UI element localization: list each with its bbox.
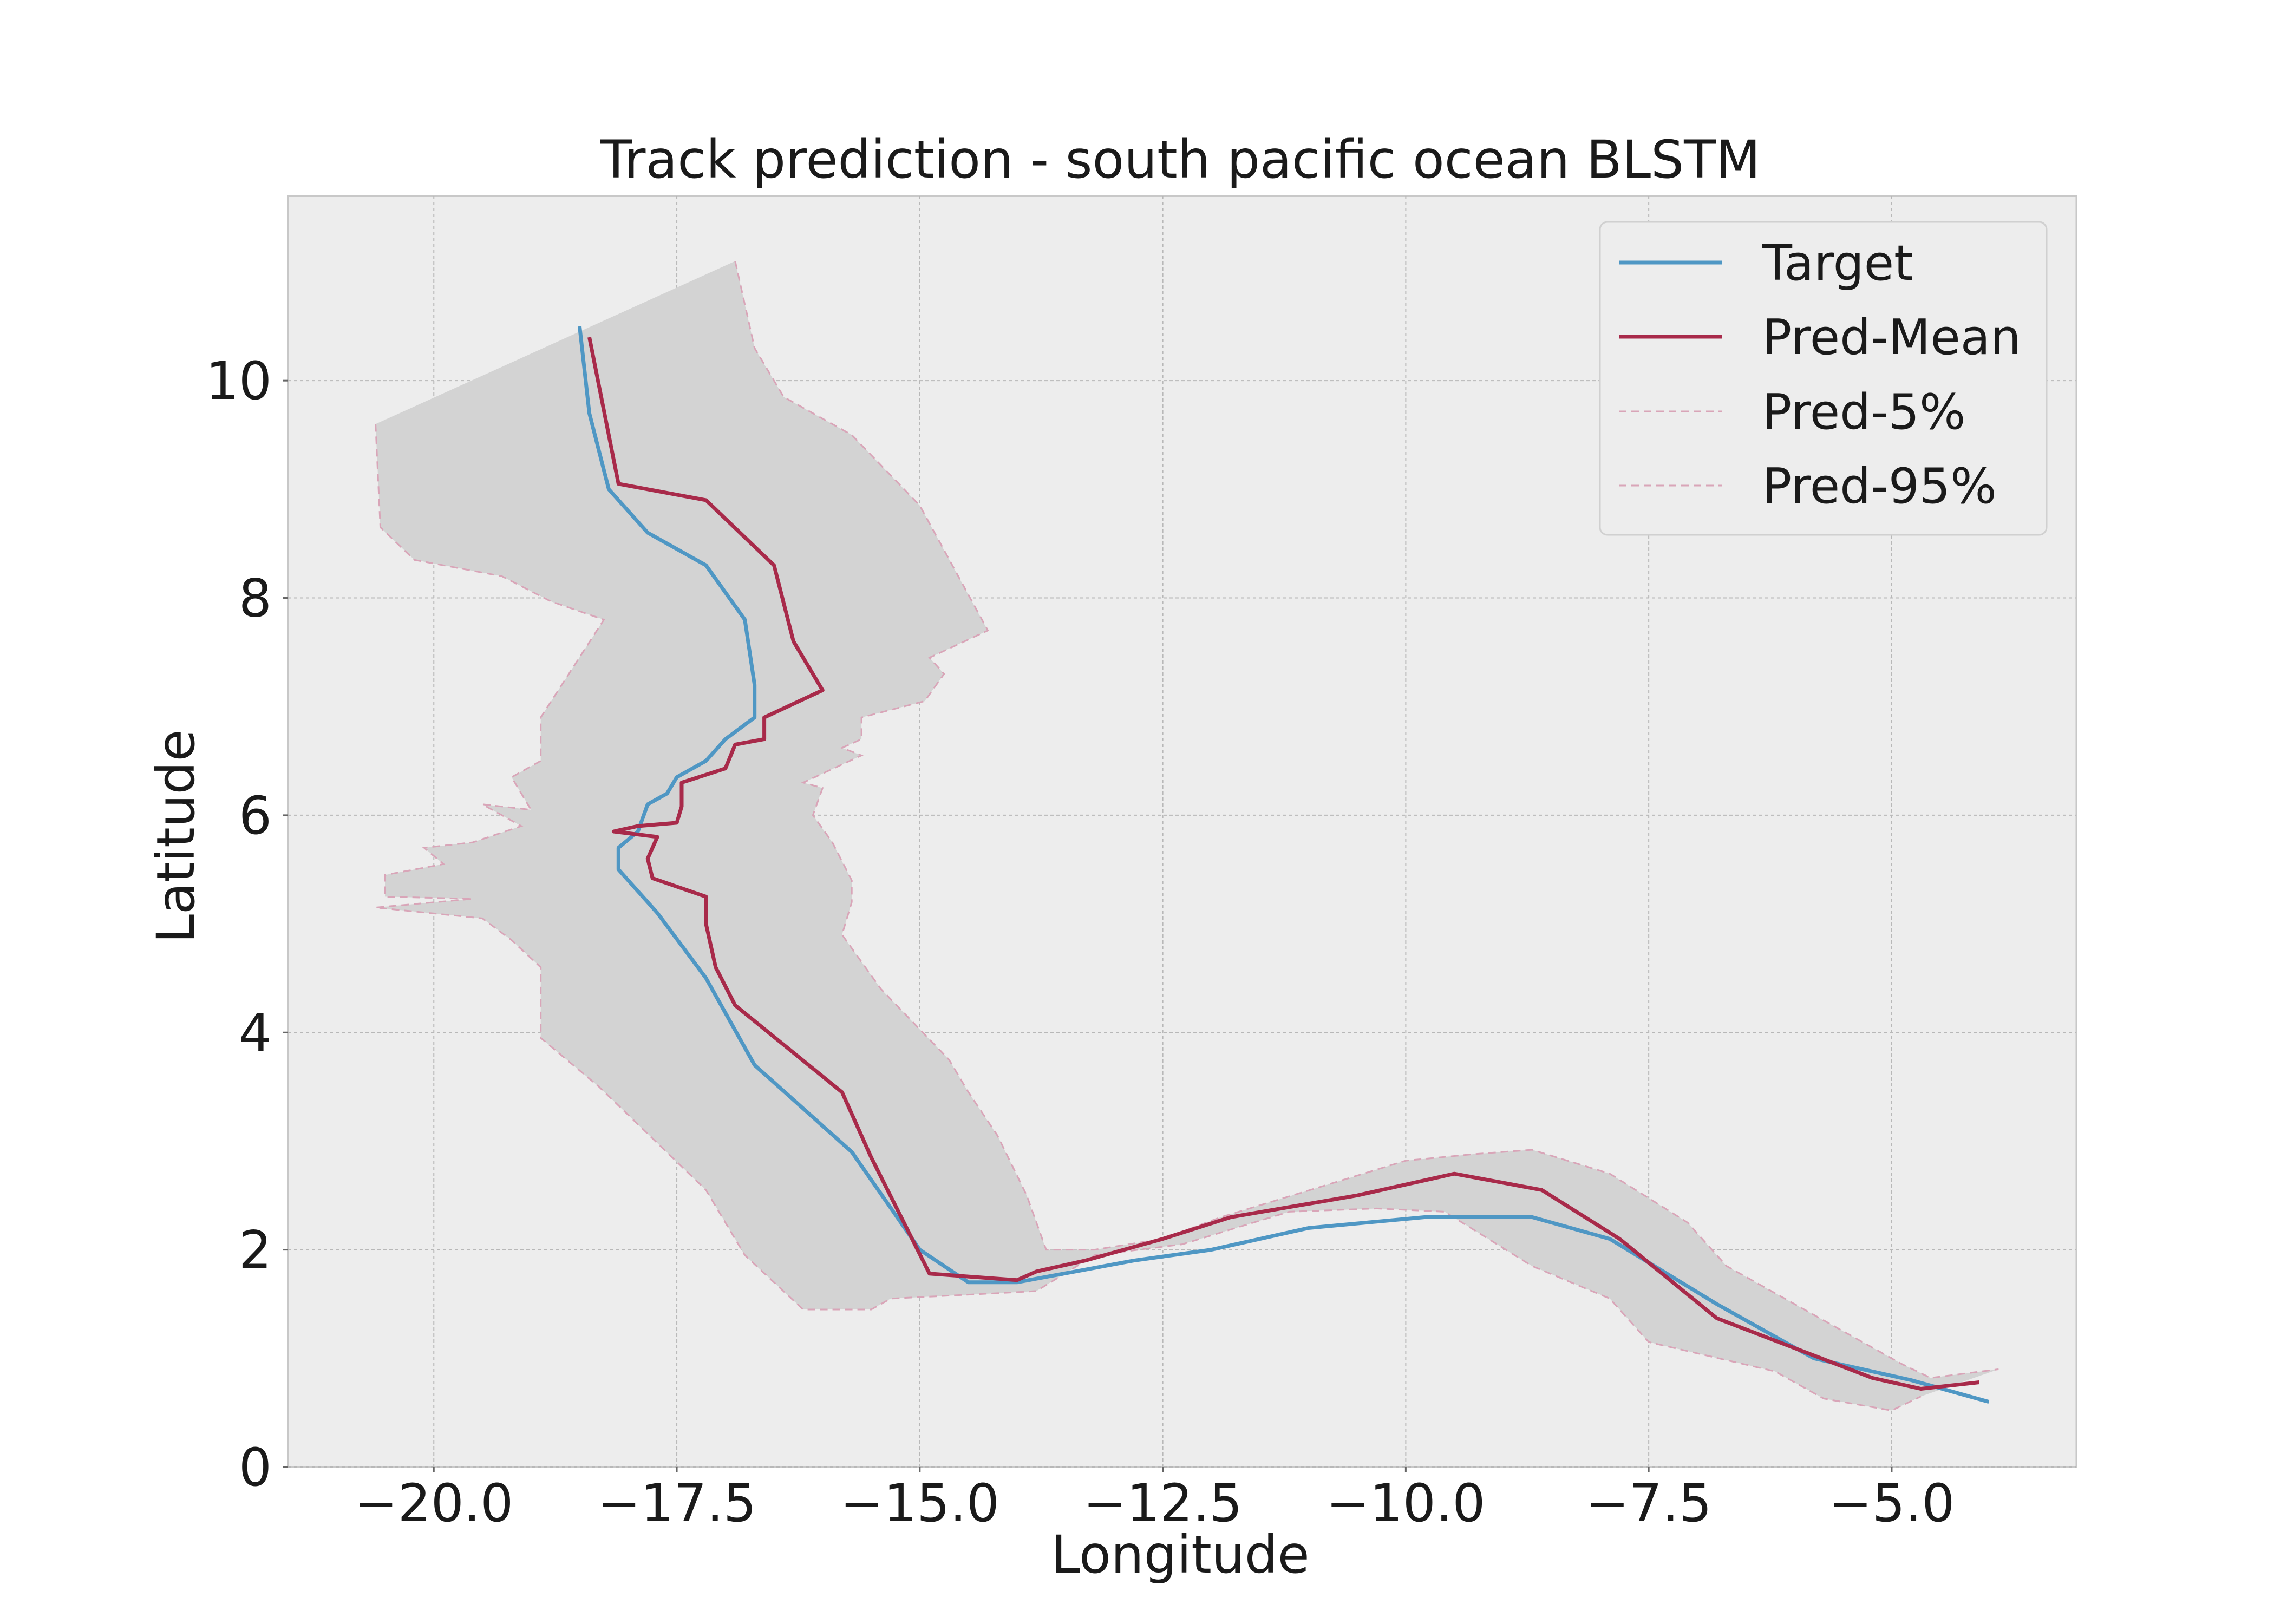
y-tick-label: 0	[239, 1437, 272, 1498]
series-line-target	[578, 326, 1990, 1404]
series-lines	[375, 261, 1999, 1412]
confidence-band-fill	[375, 261, 1999, 1411]
y-tick-label: 4	[239, 1003, 272, 1063]
legend-box	[1599, 221, 2048, 536]
legend-label-pred-5: Pred-5%	[1762, 384, 1965, 441]
y-axis: 0 2 4 6 8 10	[206, 351, 288, 1498]
x-tick-label: −10.0	[1326, 1473, 1485, 1534]
x-tick-label: −5.0	[1828, 1473, 1955, 1534]
legend: Target Pred-Mean Pred-5% Pred-95%	[1599, 221, 2048, 536]
x-tick-label: −20.0	[354, 1473, 513, 1534]
legend-label-target: Target	[1762, 235, 1913, 292]
series-line-pred-95	[734, 261, 1999, 1379]
y-axis-label: Latitude	[146, 729, 206, 943]
x-tick-label: −17.5	[597, 1473, 756, 1534]
series-line-pred-5	[375, 424, 1922, 1412]
legend-label-pred-95: Pred-95%	[1762, 458, 1997, 515]
confidence-band	[375, 261, 1999, 1411]
series-line-pred-mean	[587, 337, 1979, 1391]
y-tick-label: 6	[239, 785, 272, 846]
legend-label-pred-mean: Pred-Mean	[1762, 309, 2021, 366]
y-tick-label: 10	[206, 351, 272, 411]
y-tick-label: 2	[239, 1220, 272, 1281]
x-axis-label: Longitude	[1051, 1524, 1309, 1585]
x-tick-label: −15.0	[840, 1473, 999, 1534]
x-tick-label: −7.5	[1586, 1473, 1712, 1534]
x-tick-label: −12.5	[1083, 1473, 1243, 1534]
x-axis: −20.0 −17.5 −15.0 −12.5 −10.0 −7.5 −5.0	[354, 1467, 1955, 1534]
chart-title: Track prediction - south pacific ocean B…	[599, 129, 1760, 190]
y-tick-label: 8	[239, 568, 272, 629]
